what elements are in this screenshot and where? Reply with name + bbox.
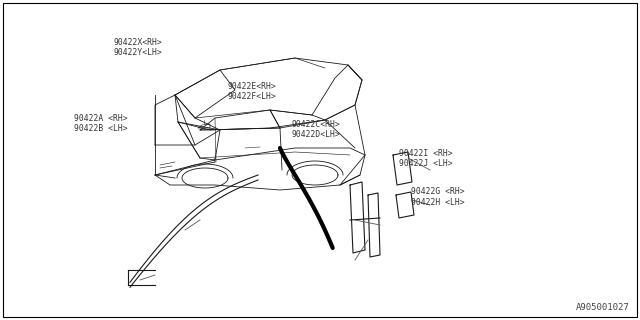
Text: 90422X<RH>
90422Y<LH>: 90422X<RH> 90422Y<LH> xyxy=(114,38,163,57)
Text: 90422G <RH>
90422H <LH>: 90422G <RH> 90422H <LH> xyxy=(411,187,465,206)
Text: A905001027: A905001027 xyxy=(576,303,630,312)
Text: 90422I <RH>
90422J <LH>: 90422I <RH> 90422J <LH> xyxy=(399,149,452,168)
Text: 90422A <RH>
90422B <LH>: 90422A <RH> 90422B <LH> xyxy=(74,114,127,133)
Text: 90422E<RH>
90422F<LH>: 90422E<RH> 90422F<LH> xyxy=(227,82,276,101)
Text: 90422C<RH>
90422D<LH>: 90422C<RH> 90422D<LH> xyxy=(291,120,340,139)
